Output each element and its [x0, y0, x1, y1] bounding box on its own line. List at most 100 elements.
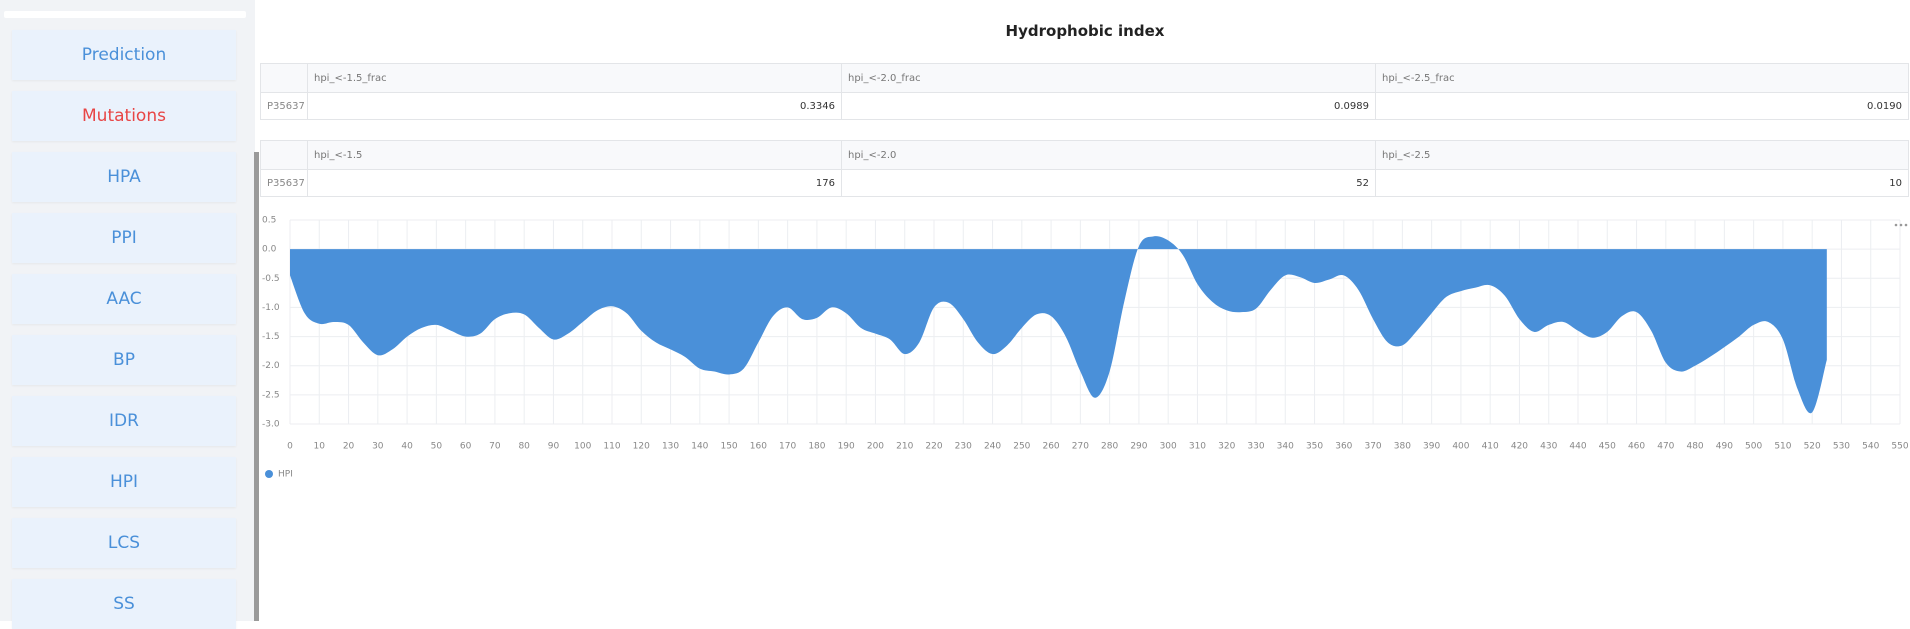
- x-tick-label: 230: [955, 442, 972, 452]
- page-title: Hydrophobic index: [1005, 22, 1165, 40]
- nav-item[interactable]: LCS: [12, 518, 236, 568]
- legend-marker: [265, 470, 273, 478]
- cell: 0.3346: [307, 92, 842, 120]
- y-tick-label: -2.0: [262, 361, 280, 371]
- x-tick-label: 190: [838, 442, 855, 452]
- nav-item[interactable]: Mutations: [12, 91, 236, 141]
- x-tick-label: 440: [1569, 442, 1586, 452]
- x-tick-label: 520: [1804, 442, 1821, 452]
- header-cell: [260, 63, 308, 93]
- x-tick-label: 310: [1189, 442, 1206, 452]
- x-tick-label: 80: [518, 442, 530, 452]
- search-bar[interactable]: [4, 11, 246, 18]
- x-tick-label: 490: [1716, 442, 1733, 452]
- header-cell: [260, 140, 308, 170]
- nav-item[interactable]: HPA: [12, 152, 236, 202]
- x-tick-label: 240: [984, 442, 1001, 452]
- x-tick-label: 470: [1657, 442, 1674, 452]
- x-tick-label: 550: [1891, 442, 1908, 452]
- menu-icon: [1894, 223, 1898, 227]
- x-tick-label: 340: [1277, 442, 1294, 452]
- x-tick-label: 540: [1862, 442, 1879, 452]
- x-tick-label: 450: [1599, 442, 1616, 452]
- x-tick-label: 70: [489, 442, 501, 452]
- y-tick-label: 0.5: [262, 216, 276, 226]
- x-tick-label: 370: [1364, 442, 1381, 452]
- x-tick-label: 120: [633, 442, 650, 452]
- x-tick-label: 50: [431, 442, 443, 452]
- x-tick-label: 160: [750, 442, 767, 452]
- x-tick-label: 270: [1072, 442, 1089, 452]
- x-tick-label: 510: [1774, 442, 1791, 452]
- y-tick-label: -0.5: [262, 274, 280, 284]
- header-cell: hpi_<-2.0_frac: [841, 63, 1376, 93]
- nav-item[interactable]: AAC: [12, 274, 236, 324]
- x-tick-label: 530: [1833, 442, 1850, 452]
- x-tick-label: 360: [1335, 442, 1352, 452]
- header-cell: hpi_<-2.5_frac: [1375, 63, 1909, 93]
- x-tick-label: 30: [372, 442, 384, 452]
- x-tick-label: 250: [1013, 442, 1030, 452]
- x-tick-label: 10: [314, 442, 326, 452]
- x-tick-label: 180: [808, 442, 825, 452]
- nav-item[interactable]: Prediction: [12, 30, 236, 80]
- x-tick-label: 140: [691, 442, 708, 452]
- y-tick-label: -1.0: [262, 303, 280, 313]
- x-tick-label: 300: [1160, 442, 1177, 452]
- menu-icon: [1904, 223, 1908, 227]
- cell: 10: [1375, 169, 1909, 197]
- x-tick-label: 390: [1423, 442, 1440, 452]
- sidebar: Prediction Mutations HPA PPI AAC BP IDR HPI LCS S…: [0, 0, 259, 629]
- x-tick-label: 430: [1540, 442, 1557, 452]
- data-table: hpi_<-1.5_frac hpi_<-2.0_frac hpi_<-2.5_fr…: [260, 63, 1909, 120]
- area: [290, 236, 1827, 414]
- chart: 0.5 0.0 -0.5 -1.0 -1.5 -2.0 -2.5 -3.0 0 10 20 30 40 5…: [262, 216, 1909, 480]
- nav-item[interactable]: IDR: [12, 396, 236, 446]
- x-tick-label: 110: [603, 442, 620, 452]
- cell: 0.0989: [841, 92, 1376, 120]
- x-tick-label: 60: [460, 442, 472, 452]
- x-tick-label: 480: [1686, 442, 1703, 452]
- x-tick-label: 200: [867, 442, 884, 452]
- y-tick-label: 0.0: [262, 245, 277, 255]
- header-cell: hpi_<-2.0: [841, 140, 1376, 170]
- x-tick-label: 170: [779, 442, 796, 452]
- header-cell: hpi_<-1.5_frac: [307, 63, 842, 93]
- data-row: P35637 0.3346 0.0989 0.0190: [260, 92, 1909, 120]
- x-tick-label: 410: [1482, 442, 1499, 452]
- x-tick-label: 40: [401, 442, 413, 452]
- header-row: hpi_<-1.5_frac hpi_<-2.0_frac hpi_<-2.5_fr…: [260, 63, 1909, 93]
- x-tick-label: 320: [1218, 442, 1235, 452]
- scrollbar[interactable]: [254, 152, 259, 621]
- x-tick-label: 130: [662, 442, 679, 452]
- x-tick-label: 330: [1247, 442, 1264, 452]
- cell: 52: [841, 169, 1376, 197]
- x-tick-label: 460: [1628, 442, 1645, 452]
- x-tick-label: 20: [343, 442, 355, 452]
- x-tick-label: 380: [1394, 442, 1411, 452]
- legend-label: HPI: [278, 470, 293, 480]
- x-tick-label: 150: [720, 442, 737, 452]
- x-tick-label: 100: [574, 442, 591, 452]
- x-tick-label: 420: [1511, 442, 1528, 452]
- x-tick-label: 210: [896, 442, 913, 452]
- nav-item[interactable]: SS: [12, 579, 236, 629]
- x-tick-label: 90: [548, 442, 560, 452]
- y-tick-label: -1.5: [262, 332, 280, 342]
- header-row: hpi_<-1.5 hpi_<-2.0 hpi_<-2.5: [260, 140, 1909, 170]
- nav-item[interactable]: BP: [12, 335, 236, 385]
- cell: 176: [307, 169, 842, 197]
- header-cell: hpi_<-1.5: [307, 140, 842, 170]
- x-tick-label: 290: [1130, 442, 1147, 452]
- y-tick-label: -2.5: [262, 390, 280, 400]
- x-tick-label: 500: [1745, 442, 1762, 452]
- x-tick-label: 280: [1101, 442, 1118, 452]
- nav-item[interactable]: HPI: [12, 457, 236, 507]
- data-table: hpi_<-1.5 hpi_<-2.0 hpi_<-2.5 P35637 176 52 10: [260, 140, 1909, 197]
- data-row: P35637 176 52 10: [260, 169, 1909, 197]
- y-tick-label: -3.0: [262, 420, 280, 430]
- nav-item[interactable]: PPI: [12, 213, 236, 263]
- x-tick-label: 350: [1306, 442, 1323, 452]
- x-tick-label: 260: [1042, 442, 1059, 452]
